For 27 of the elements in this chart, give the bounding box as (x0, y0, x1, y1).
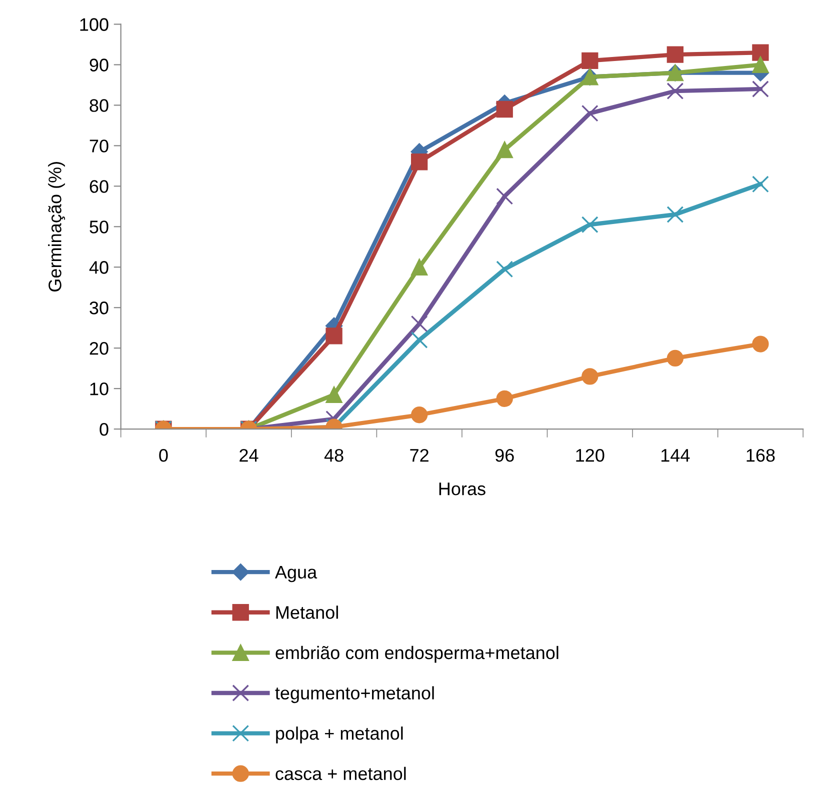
legend-label: casca + metanol (276, 766, 406, 780)
x-axis-title: Horas (439, 482, 486, 496)
x-tick-label: 120 (576, 448, 604, 462)
y-tick-label: 50 (90, 220, 108, 234)
x-tick-label: 144 (661, 449, 690, 462)
legend-label: embrião com endosperma+metanol (276, 646, 558, 663)
x-tick-label: 72 (410, 448, 428, 462)
y-tick-label: 100 (80, 18, 108, 31)
legend-label: tegumento+metanol (275, 686, 434, 704)
x-tick-label: 168 (746, 448, 775, 462)
legend-label: Agua (274, 566, 318, 582)
x-tick-label: 96 (495, 448, 514, 462)
y-tick-label: 70 (90, 140, 108, 152)
legend-label: polpa + metanol (276, 726, 403, 744)
y-tick-label: 40 (89, 261, 108, 274)
y-tick-label: 60 (90, 180, 108, 193)
y-tick-label: 0 (100, 422, 108, 436)
x-tick-label: 48 (324, 448, 344, 462)
legend-label: Metanol (276, 606, 338, 619)
x-tick-label: 24 (240, 448, 258, 462)
y-tick-label: 20 (90, 342, 108, 355)
y-tick-label: 80 (90, 99, 108, 112)
y-axis-title: Germinação (%) (48, 162, 66, 292)
y-tick-label: 10 (90, 382, 108, 396)
y-tick-label: 90 (90, 58, 108, 72)
x-tick-label: 0 (159, 448, 168, 462)
y-tick-label: 30 (90, 302, 108, 314)
